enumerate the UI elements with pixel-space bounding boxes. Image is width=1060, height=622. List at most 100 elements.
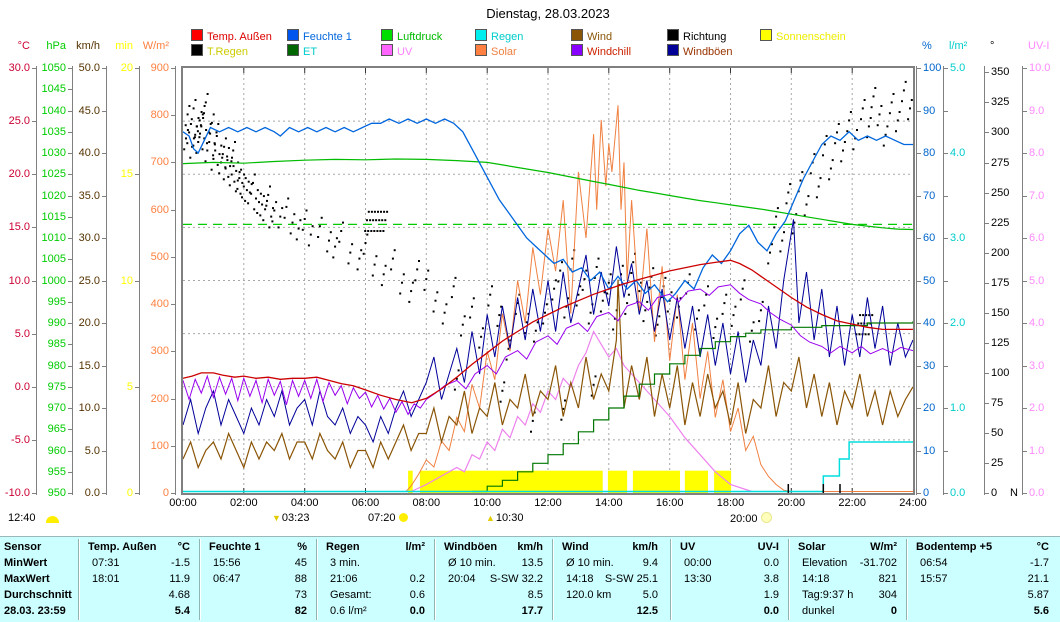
- x-axis-label: 04:00: [290, 497, 319, 509]
- axis-tick: [944, 493, 948, 494]
- axis-tick-label: 35.0: [78, 189, 100, 202]
- axis-tick-label: 0.0: [950, 487, 966, 499]
- legend-label: Feuchte 1: [303, 31, 352, 43]
- axis-tick-label: 5.0: [1029, 274, 1045, 287]
- axis-tick-label: 15.0: [8, 221, 30, 234]
- axis-line-%: [916, 66, 917, 495]
- axis-tick: [1023, 110, 1027, 112]
- axis-tick-label: 25.0: [8, 115, 30, 128]
- axis-tick: [944, 153, 948, 154]
- axis-tick: [171, 398, 175, 400]
- axis-tick: [171, 209, 175, 211]
- legend-label: Windchill: [587, 46, 632, 58]
- axis-tick-label: 10.0: [8, 274, 30, 287]
- axis-tick: [985, 372, 989, 374]
- axis-tick-label: 300: [991, 126, 1010, 139]
- series-sunshine: [632, 470, 680, 493]
- legend-item-windboeen: Windböen: [667, 44, 733, 58]
- legend-swatch-richtung: [667, 29, 679, 41]
- axis-tick: [985, 72, 989, 74]
- legend-swatch-et: [287, 44, 299, 56]
- moonset-annotation: ▼03:23: [272, 512, 310, 524]
- axis-tick: [68, 238, 72, 239]
- chart-svg: [183, 68, 913, 493]
- series-sunshine: [684, 470, 708, 493]
- table-cell-label: 18:01: [92, 573, 120, 585]
- table-row-label: MaxWert: [4, 573, 50, 585]
- axis-line-min: [139, 66, 140, 495]
- axis-tick: [171, 445, 175, 447]
- table-cell-label: 21:06: [330, 573, 358, 585]
- axis-tick-label: 0: [162, 487, 169, 499]
- table-cell-label: 06:47: [213, 573, 241, 585]
- table-col-header: Feuchte 1: [209, 541, 261, 553]
- axis-tick: [1023, 68, 1027, 69]
- legend-label: Temp. Außen: [207, 31, 272, 43]
- series-sunshine: [714, 470, 732, 493]
- table-cell-value: 0: [890, 605, 897, 617]
- table-separator: [552, 539, 553, 620]
- table-cell-label: 14:18: [566, 573, 594, 585]
- axis-tick-label: 1015: [41, 210, 66, 223]
- axis-tick: [985, 192, 989, 194]
- table-cell-value: -1.5: [171, 557, 190, 569]
- legend-swatch-luftdruck: [381, 29, 393, 41]
- axis-tick-label: 4.0: [1029, 317, 1045, 329]
- table-cell-value: 3.8: [763, 573, 779, 585]
- axis-tick-label: 0.0: [14, 380, 30, 393]
- table-cell-label: 13:30: [684, 573, 712, 585]
- axis-tick-label: 1025: [41, 168, 66, 181]
- axis-tick: [985, 222, 989, 224]
- axis-tick: [917, 365, 921, 367]
- axis-tick: [102, 153, 106, 154]
- legend-item-luftdruck: Luftdruck: [381, 29, 442, 43]
- moonset-icon: ▼: [272, 513, 281, 523]
- axis-tick-label: 6.0: [1029, 232, 1045, 244]
- axis-tick: [102, 450, 106, 452]
- legend-item-uv: UV: [381, 44, 412, 58]
- legend-item-sonnenschein: Sonnenschein: [760, 29, 846, 43]
- moonrise-annotation: ▲10:30: [486, 512, 524, 524]
- axis-line-km/h: [106, 66, 107, 495]
- axis-tick: [985, 252, 989, 254]
- axis-tick-label: 45.0: [78, 104, 100, 117]
- table-separator: [316, 539, 317, 620]
- axis-tick: [1023, 450, 1027, 452]
- axis-tick-label: 500: [150, 250, 169, 263]
- legend-item-regen: Regen: [475, 29, 523, 43]
- table-cell-label: Gesamt:: [330, 589, 372, 601]
- series-sunshine: [607, 470, 628, 493]
- table-separator: [670, 539, 671, 620]
- axis-unit-UV-I: UV-I: [1028, 40, 1050, 52]
- axis-tick: [944, 365, 948, 367]
- axis-tick-label: 200: [150, 392, 169, 405]
- axis-tick: [135, 386, 139, 388]
- axis-tick-label: 275: [991, 156, 1010, 169]
- table-cell-value: 5.0: [642, 589, 658, 601]
- table-cell-label: dunkel: [802, 605, 835, 617]
- axis-tick-label: 3.0: [950, 232, 966, 244]
- legend-label: Sonnenschein: [776, 31, 846, 43]
- table-col-header: Solar: [798, 541, 826, 553]
- legend-swatch-t-regen: [191, 44, 203, 56]
- axis-tick: [917, 493, 921, 494]
- legend-swatch-windchill: [571, 44, 583, 56]
- axis-tick: [68, 408, 72, 409]
- axis-tick-label: 5.0: [950, 62, 966, 74]
- axis-tick: [944, 68, 948, 69]
- axis-line-°: [984, 66, 985, 495]
- axis-tick-label: 2.0: [1029, 402, 1045, 414]
- series-sunshine: [419, 470, 603, 493]
- table-cell-value: [322, 555, 425, 571]
- table-cell-value: 1.9: [763, 589, 779, 601]
- legend-item-wind: Wind: [571, 29, 612, 43]
- axis-tick: [1023, 153, 1027, 154]
- axis-tick: [102, 110, 106, 112]
- axis-tick: [135, 174, 139, 176]
- axis-tick-label: 225: [991, 216, 1010, 229]
- axis-tick: [1023, 323, 1027, 324]
- axis-tick: [68, 110, 72, 112]
- axis-tick-label: 60: [923, 232, 936, 244]
- axis-tick-label: 1040: [41, 104, 66, 117]
